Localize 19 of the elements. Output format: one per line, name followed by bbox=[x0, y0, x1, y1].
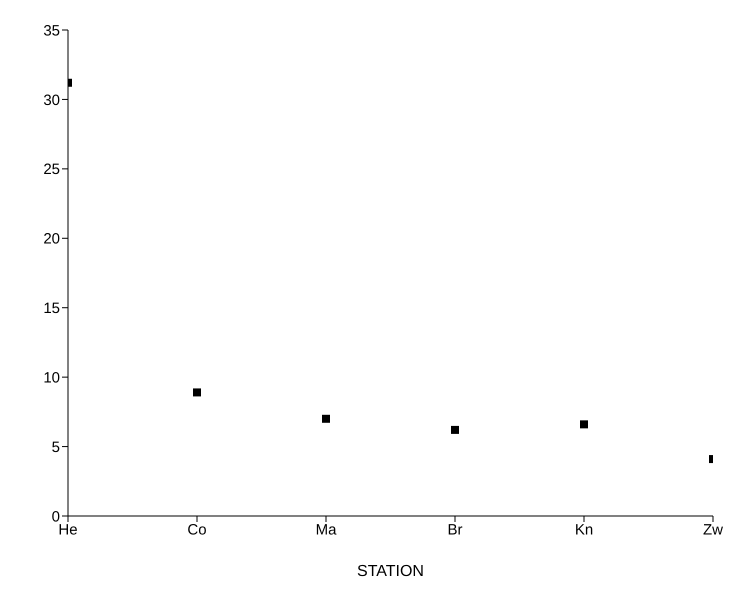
x-tick-label: Zw bbox=[703, 522, 724, 539]
x-tick-label: Kn bbox=[574, 522, 594, 539]
x-tick-label: Br bbox=[448, 522, 463, 539]
point bbox=[322, 414, 330, 423]
x-axis-title: STATION bbox=[357, 563, 424, 580]
x-tick-label: He bbox=[58, 522, 78, 539]
y-tick-label: 25 bbox=[43, 161, 60, 178]
point bbox=[193, 388, 201, 396]
y-tick-label: 0 bbox=[52, 508, 60, 526]
y-tick-label: 20 bbox=[43, 230, 60, 248]
point bbox=[451, 426, 459, 434]
x-tick-label: Co bbox=[187, 522, 207, 539]
point bbox=[580, 420, 588, 428]
x-tick-label: Ma bbox=[316, 522, 338, 539]
y-tick-label: 5 bbox=[52, 438, 60, 456]
y-tick-label: 15 bbox=[43, 300, 60, 318]
y-tick-label: 30 bbox=[43, 92, 60, 109]
y-tick-label: 35 bbox=[43, 22, 60, 40]
y-tick-label: 10 bbox=[43, 369, 60, 386]
